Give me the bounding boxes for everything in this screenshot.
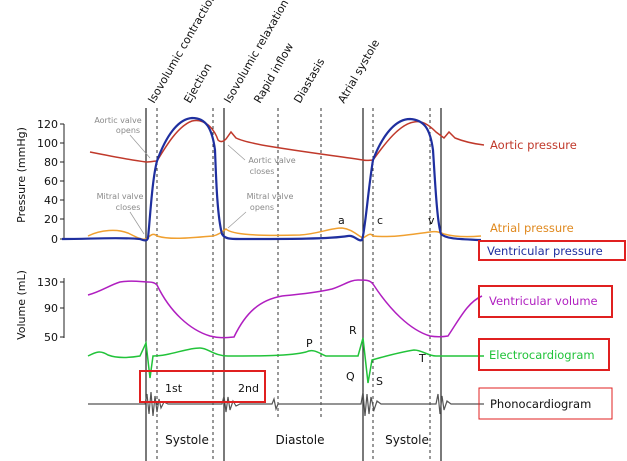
legend-atrial-pressure: Atrial pressure bbox=[490, 221, 574, 235]
volume-axis: Volume (mL) 130 90 50 bbox=[15, 270, 65, 344]
atrial-wave-c: c bbox=[377, 214, 383, 227]
aortic-valve-opens-label-1: Aortic valve bbox=[94, 116, 141, 125]
cycle-labels: Systole Diastole Systole bbox=[165, 433, 429, 447]
label-systole-2: Systole bbox=[385, 433, 429, 447]
pressure-tick-0: 0 bbox=[51, 233, 58, 246]
heart-sounds: 1st 2nd bbox=[139, 370, 266, 403]
ecg-wave-p: P bbox=[306, 337, 313, 350]
first-heart-sound-label: 1st bbox=[165, 382, 183, 395]
phase-diastasis: Diastasis bbox=[291, 56, 327, 106]
aortic-valve-closes-label-2: closes bbox=[250, 167, 275, 176]
phase-isovolumic-contraction: Isovolumic contraction bbox=[145, 0, 219, 105]
valve-annotations: Aortic valve opens Aortic valve closes M… bbox=[94, 116, 296, 235]
pressure-tick-20: 20 bbox=[44, 213, 58, 226]
ventricular-volume-curve bbox=[87, 279, 483, 339]
legend-phonocardiogram: Phonocardiogram bbox=[490, 397, 591, 411]
legend-electrocardiogram: Electrocardiogram bbox=[489, 348, 595, 362]
phonocardiogram-curve bbox=[88, 391, 484, 417]
legend-ventricular-volume-box bbox=[478, 285, 613, 318]
first-second-sound-highlight bbox=[139, 370, 266, 403]
phase-atrial-systole: Atrial systole bbox=[335, 37, 382, 105]
atrial-wave-a: a bbox=[338, 214, 345, 227]
phase-labels: Isovolumic contraction Ejection Isovolum… bbox=[145, 0, 382, 106]
second-heart-sound-label: 2nd bbox=[238, 382, 259, 395]
volume-axis-label: Volume (mL) bbox=[15, 270, 28, 340]
legend-ventricular-pressure: Ventricular pressure bbox=[487, 244, 603, 258]
atrial-pressure-curve bbox=[87, 227, 482, 240]
ecg-wave-r: R bbox=[349, 324, 357, 337]
mitral-valve-closes-label-1: Mitral valve bbox=[97, 192, 144, 201]
pressure-tick-120: 120 bbox=[37, 118, 58, 131]
pressure-tick-40: 40 bbox=[44, 194, 58, 207]
legend-ventricular-pressure-box bbox=[478, 240, 626, 261]
legend-phonocardiogram-box bbox=[478, 387, 613, 420]
atrial-wave-v: v bbox=[428, 214, 435, 227]
legend-ventricular-volume: Ventricular volume bbox=[489, 294, 598, 308]
pressure-axis-label: Pressure (mmHg) bbox=[15, 127, 28, 223]
aortic-valve-opens-label-2: opens bbox=[116, 126, 140, 135]
phase-ejection: Ejection bbox=[181, 61, 214, 106]
mitral-valve-opens-label-2: opens bbox=[250, 203, 274, 212]
mitral-valve-closes-label-2: closes bbox=[116, 203, 141, 212]
volume-tick-90: 90 bbox=[44, 302, 58, 315]
mitral-valve-opens-label-1: Mitral valve bbox=[247, 192, 294, 201]
aortic-valve-closes-label-1: Aortic valve bbox=[248, 156, 295, 165]
label-systole-1: Systole bbox=[165, 433, 209, 447]
ventricular-pressure-curve bbox=[61, 116, 481, 242]
wave-letters: a c v P R Q S T bbox=[306, 214, 435, 388]
legend-aortic-pressure: Aortic pressure bbox=[490, 138, 577, 152]
legend-electrocardiogram-box bbox=[478, 338, 610, 371]
volume-tick-50: 50 bbox=[44, 331, 58, 344]
ecg-wave-q: Q bbox=[346, 370, 355, 383]
volume-tick-130: 130 bbox=[37, 276, 58, 289]
ecg-wave-s: S bbox=[376, 375, 383, 388]
pressure-tick-100: 100 bbox=[37, 137, 58, 150]
pressure-tick-80: 80 bbox=[44, 156, 58, 169]
label-diastole: Diastole bbox=[276, 433, 325, 447]
ecg-wave-t: T bbox=[418, 352, 426, 365]
legend: Aortic pressure Atrial pressure Ventricu… bbox=[478, 138, 626, 420]
pressure-axis: Pressure (mmHg) 120 100 80 60 40 20 0 bbox=[15, 118, 65, 246]
pressure-tick-60: 60 bbox=[44, 175, 58, 188]
ecg-curve bbox=[87, 337, 484, 384]
